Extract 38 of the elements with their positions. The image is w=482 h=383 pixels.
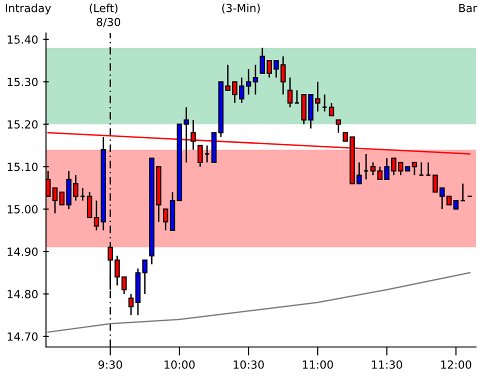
x-tick-label: 10:30 <box>234 360 264 369</box>
text: (Left) <box>90 4 118 14</box>
candlestick <box>162 208 168 232</box>
candlestick <box>52 187 58 214</box>
candlestick <box>128 293 134 316</box>
candlestick <box>204 144 210 164</box>
y-tick-label: 15.00 <box>8 205 38 214</box>
candlestick <box>252 64 258 96</box>
candlestick <box>426 162 432 176</box>
y-tick-label: 15.20 <box>8 120 38 129</box>
text: 8/30 <box>96 18 120 28</box>
x-tick-label: 11:00 <box>302 360 333 369</box>
x-tick-label: 10:00 <box>164 360 195 369</box>
y-tick-label: 15.30 <box>8 78 38 86</box>
x-tick-label: 9:30 <box>98 360 122 369</box>
candlestick <box>287 76 293 108</box>
candlestick <box>336 119 342 134</box>
y-tick-label: 14.70 <box>8 332 38 341</box>
candlestick <box>86 191 92 218</box>
x-tick-label: 11:30 <box>372 360 402 369</box>
y-tick-label: 14.80 <box>8 290 38 298</box>
candlestick <box>328 102 334 116</box>
chart-title: (3-Min) <box>222 4 260 14</box>
line-series <box>47 272 470 333</box>
text: Intraday <box>6 4 51 14</box>
candlestick <box>370 162 376 176</box>
candlestick <box>198 144 203 168</box>
text: Bar <box>459 4 478 12</box>
x-tick-label: 12:00 <box>441 360 472 369</box>
candlestick <box>412 162 418 176</box>
candlestick <box>363 153 369 180</box>
candlestick <box>322 94 328 112</box>
y-tick-label: 14.90 <box>8 248 38 256</box>
candlestick <box>80 187 86 202</box>
candlestick <box>460 182 466 202</box>
y-tick-label: 15.10 <box>8 162 38 172</box>
candlestick <box>418 162 424 176</box>
y-tick-label: 15.40 <box>8 35 38 44</box>
